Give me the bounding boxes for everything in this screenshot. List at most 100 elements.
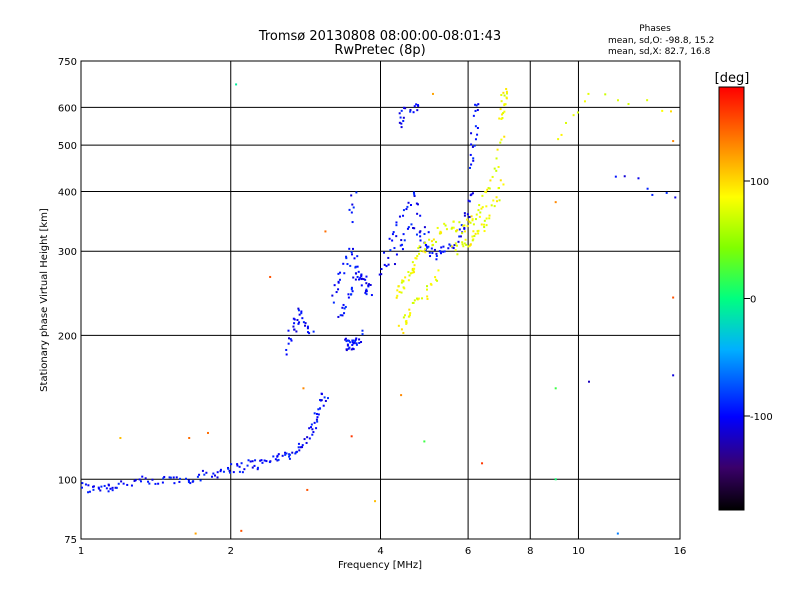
data-point <box>469 244 472 247</box>
data-point <box>333 284 336 287</box>
data-point <box>460 224 463 227</box>
data-point <box>310 423 313 426</box>
data-point <box>398 112 401 115</box>
data-point <box>481 194 484 197</box>
data-point <box>467 199 470 202</box>
data-point <box>310 426 313 429</box>
data-point <box>484 190 487 193</box>
data-point <box>423 233 426 236</box>
data-point <box>343 312 346 315</box>
data-point <box>293 318 296 321</box>
data-point <box>114 486 117 489</box>
data-point <box>576 111 579 114</box>
data-point <box>400 394 403 397</box>
data-point <box>345 340 348 343</box>
data-point <box>246 464 249 467</box>
data-point <box>216 471 219 474</box>
data-point <box>206 431 209 434</box>
data-point <box>408 308 411 311</box>
data-point <box>404 107 407 110</box>
data-point <box>477 232 480 235</box>
data-point <box>468 216 471 219</box>
y-tick-label: 500 <box>58 141 77 152</box>
data-point <box>361 329 364 332</box>
data-point <box>428 251 431 254</box>
data-point <box>111 489 114 492</box>
data-point <box>297 309 300 312</box>
data-point <box>469 243 472 246</box>
data-point <box>470 163 473 166</box>
data-point <box>410 223 413 226</box>
data-point <box>297 307 300 310</box>
data-point <box>500 100 503 103</box>
data-point <box>426 246 429 249</box>
data-point <box>646 187 649 190</box>
colorbar-ticks: 100 0 -100 <box>744 177 773 423</box>
data-point <box>260 459 263 462</box>
data-point <box>499 179 502 182</box>
data-point <box>351 344 354 347</box>
data-point <box>405 208 408 211</box>
data-point <box>360 274 363 277</box>
data-point <box>320 392 323 395</box>
data-point <box>107 490 110 493</box>
data-point <box>154 482 157 485</box>
data-point <box>461 243 464 246</box>
colorbar-label: [deg] <box>715 71 750 86</box>
data-point <box>189 482 192 485</box>
data-point <box>303 438 306 441</box>
x-tick-label: 2 <box>228 546 234 557</box>
data-point <box>144 477 147 480</box>
data-point <box>240 462 243 465</box>
data-point <box>120 480 123 483</box>
x-tick-label: 1 <box>78 546 84 557</box>
data-point <box>97 487 100 490</box>
data-point <box>299 446 302 449</box>
data-point <box>500 117 503 120</box>
data-point <box>490 204 493 207</box>
data-point <box>351 221 354 224</box>
data-point <box>426 295 429 298</box>
data-point <box>442 250 445 253</box>
data-point <box>253 464 256 467</box>
data-point <box>428 238 431 241</box>
data-point <box>205 471 208 474</box>
data-point <box>412 226 415 229</box>
data-point <box>87 491 90 494</box>
data-point <box>464 238 467 241</box>
data-point <box>236 464 239 467</box>
data-point <box>365 293 368 296</box>
data-point <box>285 353 288 356</box>
data-point <box>431 252 434 255</box>
data-point <box>468 200 471 203</box>
data-point <box>483 223 486 226</box>
data-point <box>350 288 353 291</box>
data-point <box>505 92 508 95</box>
data-point <box>469 153 472 156</box>
data-point <box>426 285 429 288</box>
data-point <box>201 469 204 472</box>
data-point <box>416 203 419 206</box>
data-point <box>462 224 465 227</box>
data-point <box>199 479 202 482</box>
data-point <box>423 440 426 443</box>
data-point <box>214 474 217 477</box>
data-point <box>228 469 231 472</box>
data-point <box>285 348 288 351</box>
data-point <box>419 235 422 238</box>
data-point <box>222 470 225 473</box>
data-point <box>416 109 419 112</box>
y-tick-label: 100 <box>58 475 77 486</box>
data-point <box>416 104 419 107</box>
data-point <box>471 145 474 148</box>
data-point <box>463 214 466 217</box>
data-point <box>362 278 365 281</box>
data-point <box>163 475 166 478</box>
data-point <box>168 476 171 479</box>
data-point <box>483 219 486 222</box>
data-point <box>476 133 479 136</box>
data-point <box>105 487 108 490</box>
data-point <box>505 90 508 93</box>
data-point <box>478 204 481 207</box>
data-point <box>400 126 403 129</box>
